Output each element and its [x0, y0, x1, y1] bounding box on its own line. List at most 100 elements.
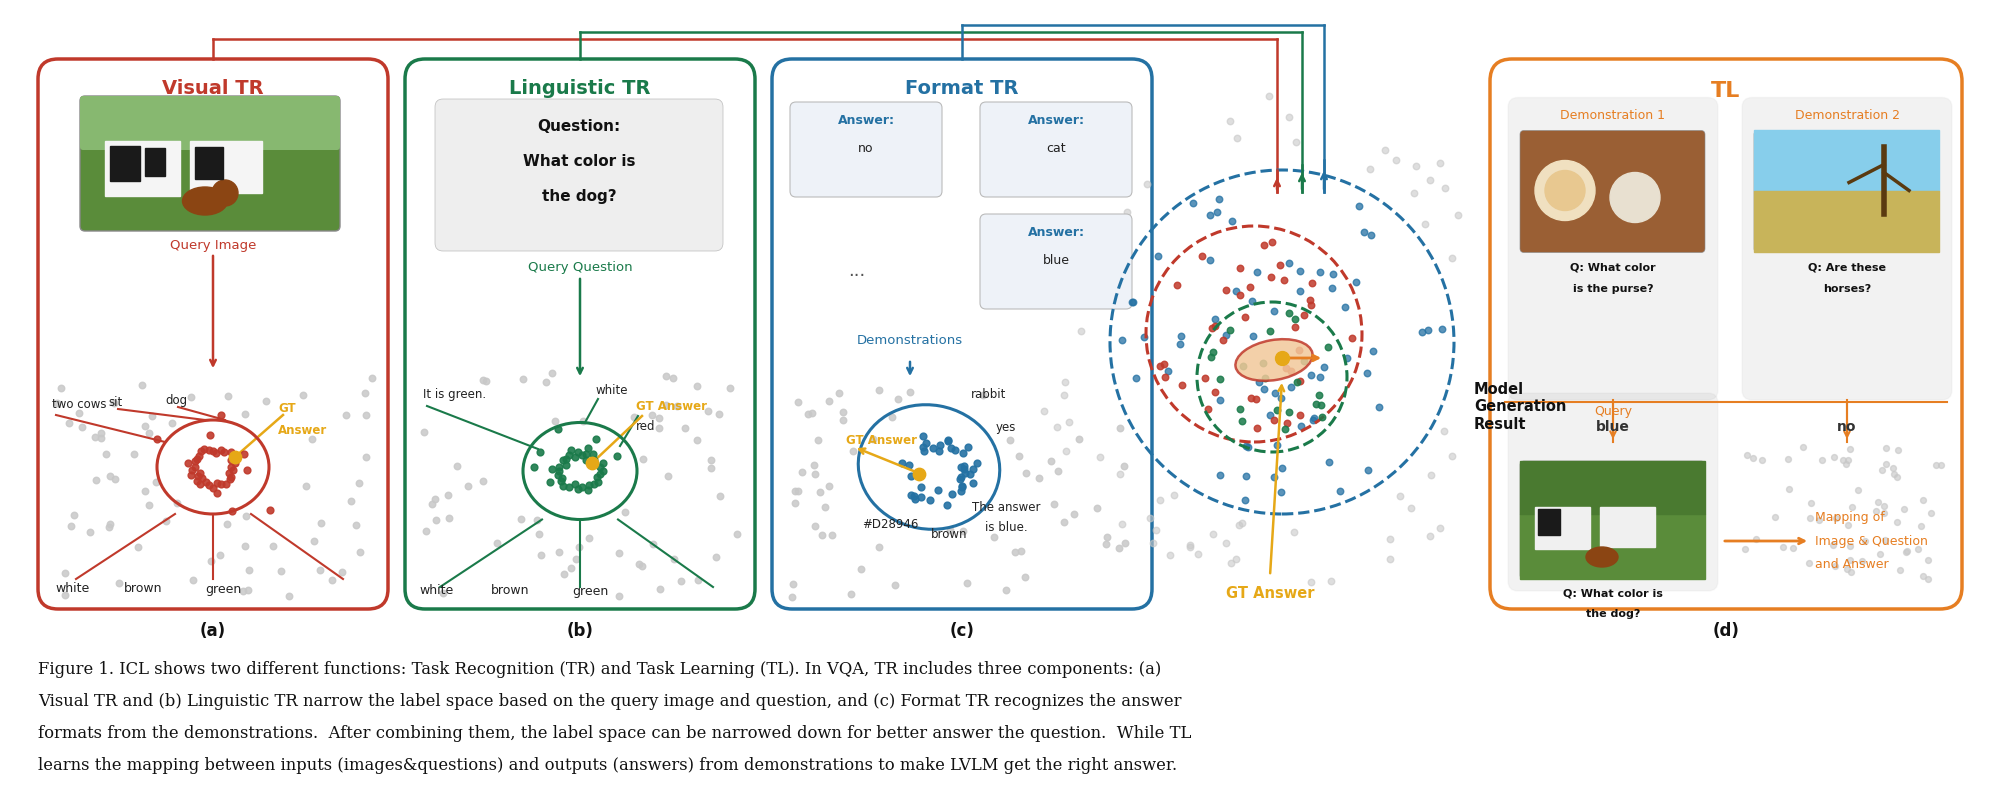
Point	[704, 489, 736, 502]
Text: TL: TL	[1712, 81, 1740, 101]
Point	[776, 591, 808, 603]
Point	[1916, 507, 1948, 520]
Point	[548, 454, 580, 467]
Point	[580, 471, 612, 484]
Point	[1192, 403, 1224, 416]
Point	[782, 485, 814, 497]
FancyBboxPatch shape	[1754, 131, 1940, 253]
Point	[1224, 402, 1256, 415]
Point	[1254, 324, 1286, 337]
Point	[1220, 552, 1252, 565]
Point	[316, 574, 348, 587]
Point	[1830, 458, 1862, 471]
Point	[1090, 233, 1122, 245]
Point	[264, 564, 296, 577]
Point	[80, 474, 112, 487]
Bar	[104, 141, 180, 196]
Point	[94, 469, 126, 482]
Point	[452, 480, 484, 493]
Point	[234, 563, 266, 576]
Point	[182, 450, 214, 462]
Point	[1832, 454, 1864, 467]
Point	[878, 578, 910, 591]
Point	[1832, 519, 1864, 532]
Point	[1210, 328, 1242, 341]
Point	[1878, 461, 1910, 474]
Point	[1294, 576, 1326, 589]
Point	[602, 450, 634, 462]
Point	[1222, 518, 1254, 531]
FancyBboxPatch shape	[1508, 393, 1718, 591]
Point	[670, 422, 702, 434]
Point	[214, 461, 246, 473]
Point	[836, 587, 868, 600]
Point	[1850, 535, 1882, 548]
Point	[542, 423, 574, 436]
Point	[798, 467, 830, 480]
Point	[906, 481, 938, 493]
Point	[1280, 320, 1312, 333]
Point	[1242, 376, 1274, 389]
Point	[1106, 518, 1138, 531]
Text: Visual TR: Visual TR	[162, 79, 264, 98]
FancyBboxPatch shape	[1742, 97, 1952, 400]
Point	[1272, 405, 1304, 418]
Point	[1818, 450, 1850, 463]
Point	[1166, 330, 1198, 343]
Point	[1284, 409, 1316, 422]
Point	[1270, 361, 1302, 374]
Point	[1288, 355, 1320, 367]
Point	[1908, 493, 1940, 506]
Point	[230, 407, 262, 420]
Point	[1760, 511, 1792, 524]
Point	[1766, 540, 1798, 553]
Point	[350, 409, 382, 422]
Point	[554, 481, 586, 494]
Point	[1300, 398, 1332, 411]
Point	[586, 457, 618, 469]
Point	[1260, 387, 1292, 399]
Point	[228, 540, 260, 552]
Point	[1336, 332, 1368, 345]
Text: The answer: The answer	[972, 501, 1040, 514]
Point	[936, 487, 968, 500]
Point	[1316, 282, 1348, 295]
Point	[1288, 308, 1320, 321]
Point	[134, 426, 166, 439]
Point	[1906, 520, 1938, 532]
Point	[1330, 300, 1362, 313]
Point	[692, 405, 724, 418]
Point	[58, 508, 90, 521]
Point	[566, 481, 598, 493]
Point	[1868, 500, 1900, 512]
Point	[908, 445, 940, 457]
Point	[846, 563, 878, 575]
Point	[1352, 463, 1384, 476]
Point	[1280, 313, 1312, 326]
Point	[944, 473, 976, 485]
Point	[1792, 557, 1824, 570]
Point	[1144, 493, 1176, 506]
Text: GT: GT	[278, 402, 296, 415]
Point	[1178, 197, 1210, 210]
Text: Question:: Question:	[538, 119, 620, 134]
Point	[228, 585, 260, 598]
Point	[74, 525, 106, 538]
Point	[948, 466, 980, 479]
Point	[572, 479, 604, 492]
Point	[700, 551, 732, 563]
Point	[1206, 333, 1238, 346]
Point	[1268, 423, 1300, 436]
Point	[66, 421, 98, 434]
Point	[214, 473, 246, 485]
Point	[664, 575, 696, 588]
Point	[570, 448, 602, 461]
Text: Format TR: Format TR	[906, 79, 1018, 98]
Text: (c): (c)	[950, 622, 974, 640]
Point	[232, 583, 264, 596]
Point	[46, 382, 78, 395]
Point	[420, 513, 452, 526]
Point	[694, 461, 726, 474]
Point	[1224, 289, 1256, 301]
Point	[1832, 563, 1864, 575]
